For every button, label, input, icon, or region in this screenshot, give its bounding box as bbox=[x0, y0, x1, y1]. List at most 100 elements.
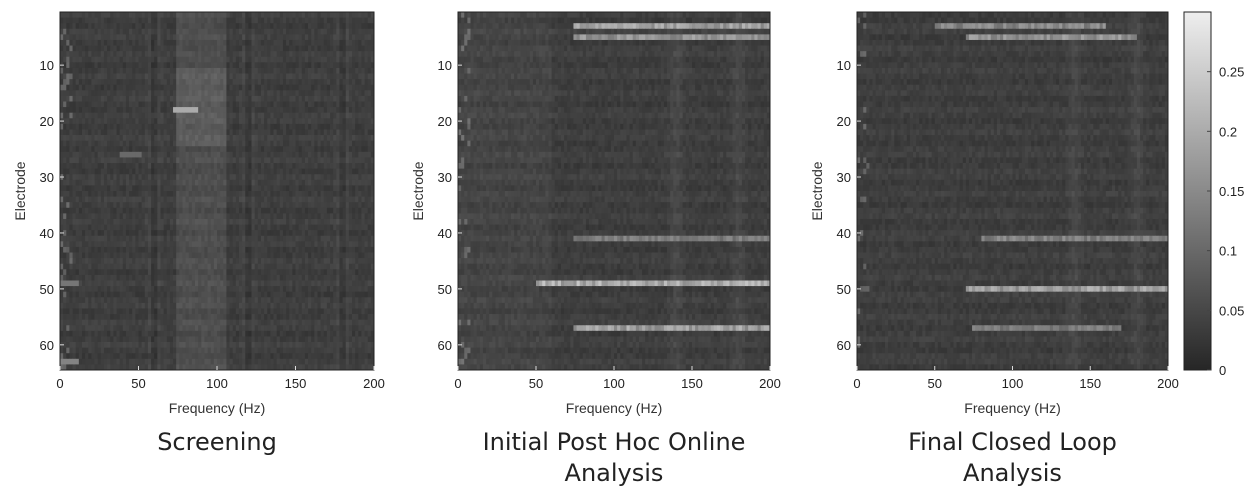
heatmap-cell bbox=[311, 17, 315, 24]
heatmap-cell bbox=[245, 140, 249, 147]
heatmap-cell bbox=[88, 12, 92, 18]
heatmap-cell bbox=[314, 196, 318, 203]
heatmap-cell bbox=[260, 174, 265, 181]
heatmap-cell bbox=[264, 67, 268, 74]
heatmap-cell bbox=[367, 269, 372, 276]
heatmap-cell bbox=[342, 174, 347, 181]
heatmap-cell bbox=[248, 224, 252, 231]
heatmap-cell bbox=[176, 129, 180, 136]
heatmap-cell bbox=[232, 95, 237, 102]
heatmap-cell bbox=[91, 123, 95, 130]
heatmap-cell bbox=[358, 168, 362, 175]
heatmap-cell bbox=[160, 12, 165, 18]
heatmap-cell bbox=[295, 12, 300, 18]
heatmap-cell bbox=[270, 17, 274, 24]
heatmap-cell bbox=[311, 129, 315, 136]
heatmap-cell bbox=[154, 84, 158, 91]
heatmap-cell bbox=[270, 196, 274, 203]
heatmap-cell bbox=[151, 12, 155, 18]
heatmap-cell bbox=[370, 73, 375, 80]
heatmap-cell bbox=[311, 258, 315, 265]
heatmap-cell bbox=[226, 39, 230, 46]
heatmap-cell bbox=[60, 213, 64, 220]
heatmap-cell bbox=[176, 107, 180, 114]
heatmap-cell bbox=[355, 179, 359, 186]
heatmap-cell bbox=[238, 218, 243, 225]
heatmap-cell bbox=[191, 123, 196, 130]
heatmap-cell bbox=[336, 62, 340, 69]
heatmap-cell bbox=[352, 140, 356, 147]
heatmap-cell bbox=[151, 286, 155, 293]
heatmap-cell bbox=[242, 213, 246, 220]
heatmap-cell bbox=[245, 112, 249, 119]
heatmap-cell bbox=[282, 168, 287, 175]
heatmap-cell bbox=[141, 174, 146, 181]
heatmap-cell bbox=[69, 258, 73, 265]
heatmap-cell bbox=[304, 107, 309, 114]
heatmap-cell bbox=[119, 84, 124, 91]
heatmap-cell bbox=[229, 90, 234, 97]
heatmap-cell bbox=[78, 274, 83, 281]
heatmap-cell bbox=[304, 280, 309, 287]
heatmap-cell bbox=[358, 90, 362, 97]
heatmap-cell bbox=[235, 218, 240, 225]
heatmap-cell bbox=[147, 67, 152, 74]
heatmap-cell bbox=[173, 168, 177, 175]
heatmap-cell bbox=[88, 45, 92, 52]
heatmap-cell bbox=[260, 73, 265, 80]
heatmap-cell bbox=[289, 269, 293, 276]
heatmap-cell bbox=[276, 196, 281, 203]
heatmap-cell bbox=[242, 95, 246, 102]
heatmap-cell bbox=[113, 252, 117, 259]
heatmap-cell bbox=[198, 263, 202, 270]
heatmap-cell bbox=[166, 135, 171, 142]
heatmap-cell bbox=[223, 191, 227, 197]
heatmap-cell bbox=[107, 235, 111, 242]
heatmap-cell bbox=[207, 107, 212, 114]
heatmap-cell bbox=[342, 252, 347, 259]
heatmap-cell bbox=[110, 62, 114, 69]
heatmap-cell bbox=[191, 56, 196, 63]
heatmap-cell bbox=[163, 179, 168, 186]
heatmap-cell bbox=[198, 107, 202, 114]
heatmap-cell bbox=[103, 17, 108, 24]
heatmap-cell bbox=[370, 185, 375, 192]
heatmap-cell bbox=[301, 213, 306, 220]
heatmap-cell bbox=[188, 280, 193, 287]
heatmap-cell bbox=[85, 151, 89, 158]
heatmap-cell bbox=[330, 185, 334, 192]
heatmap-cell bbox=[132, 12, 136, 18]
heatmap-cell bbox=[339, 67, 343, 74]
heatmap-cell bbox=[81, 191, 86, 197]
heatmap-cell bbox=[232, 157, 237, 164]
heatmap-cell bbox=[311, 207, 315, 214]
heatmap-cell bbox=[242, 45, 246, 52]
heatmap-cell bbox=[119, 224, 124, 231]
heatmap-cell bbox=[66, 118, 70, 125]
heatmap-cell bbox=[85, 23, 89, 30]
heatmap-cell bbox=[195, 179, 199, 186]
heatmap-cell bbox=[317, 45, 322, 52]
heatmap-cell bbox=[298, 174, 303, 181]
heatmap-cell bbox=[185, 258, 190, 265]
heatmap-cell bbox=[320, 213, 325, 220]
heatmap-cell bbox=[345, 84, 350, 91]
heatmap-cell bbox=[251, 269, 256, 276]
heatmap-cell bbox=[348, 246, 353, 253]
heatmap-cell bbox=[173, 269, 177, 276]
heatmap-cell bbox=[78, 28, 83, 35]
heatmap-cell bbox=[273, 73, 278, 80]
heatmap-cell bbox=[314, 84, 318, 91]
heatmap-cell bbox=[173, 135, 177, 142]
heatmap-cell bbox=[185, 269, 190, 276]
heatmap-cell bbox=[207, 34, 212, 41]
heatmap-cell bbox=[179, 196, 183, 203]
heatmap-cell bbox=[232, 280, 237, 287]
heatmap-cell bbox=[94, 39, 99, 46]
heatmap-cell bbox=[169, 157, 174, 164]
heatmap-cell bbox=[361, 90, 365, 97]
heatmap-cell bbox=[103, 118, 108, 125]
heatmap-cell bbox=[85, 140, 89, 147]
heatmap-cell bbox=[242, 286, 246, 293]
heatmap-cell bbox=[220, 213, 224, 220]
